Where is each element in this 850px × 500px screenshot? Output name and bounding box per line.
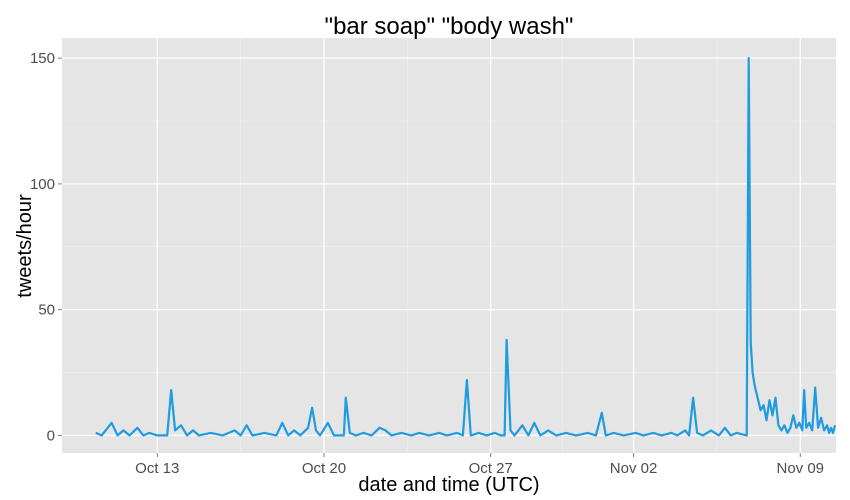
y-axis-label: tweets/hour	[14, 194, 36, 298]
y-tick-label: 0	[47, 427, 55, 444]
series-line	[95, 57, 837, 437]
y-tick-label: 150	[30, 50, 55, 67]
major-gridlines	[62, 38, 836, 453]
y-axis-ticks: 0 50 100 150	[30, 50, 62, 444]
y-tick-label: 100	[30, 176, 55, 193]
chart-title: "bar soap" "body wash"	[325, 13, 574, 40]
x-tick-label: Nov 02	[610, 460, 658, 477]
x-tick-label: Oct 27	[469, 460, 513, 477]
x-tick-label: Oct 20	[302, 460, 346, 477]
x-axis-ticks: Oct 13 Oct 20 Oct 27 Nov 02 Nov 09	[135, 453, 824, 477]
x-axis-label: date and time (UTC)	[358, 474, 539, 496]
x-tick-label: Oct 13	[135, 460, 179, 477]
y-tick-label: 50	[38, 302, 55, 319]
x-tick-label: Nov 09	[777, 460, 825, 477]
minor-gridlines	[62, 38, 836, 453]
plot-panel	[62, 38, 836, 453]
